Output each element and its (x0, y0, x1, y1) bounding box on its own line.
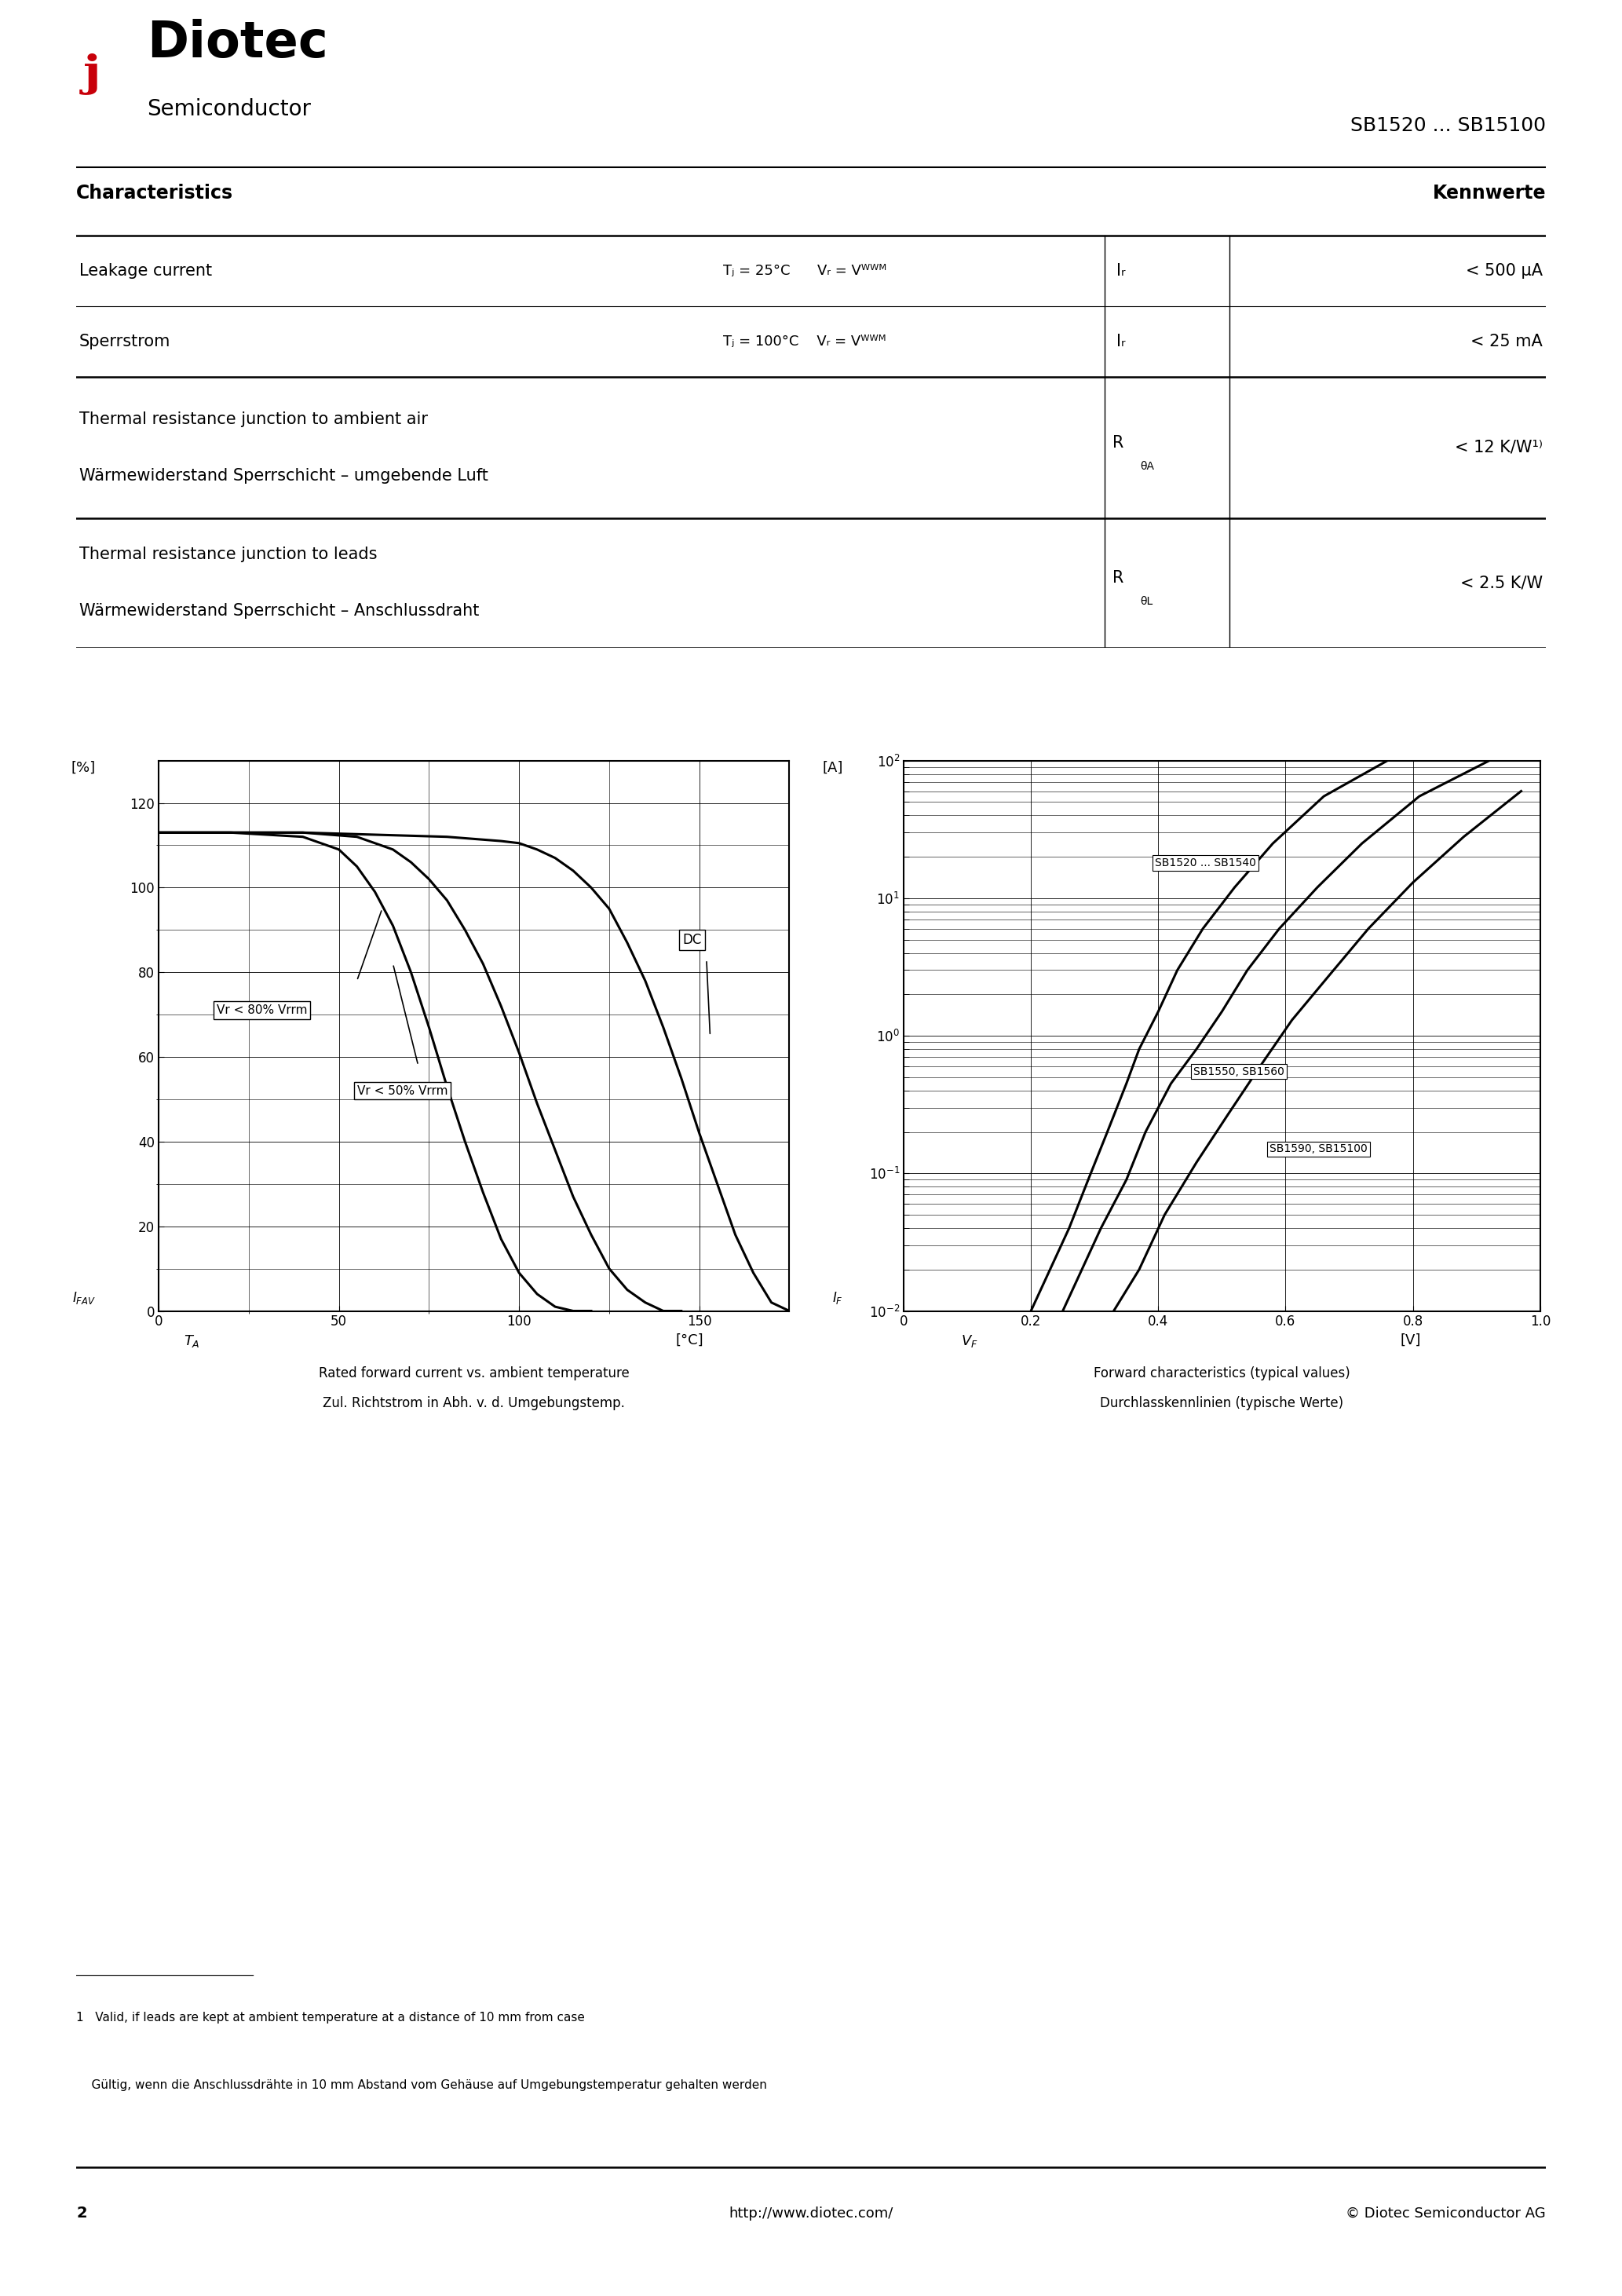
Text: 1   Valid, if leads are kept at ambient temperature at a distance of 10 mm from : 1 Valid, if leads are kept at ambient te… (76, 2011, 586, 2023)
Text: © Diotec Semiconductor AG: © Diotec Semiconductor AG (1346, 2206, 1546, 2220)
Text: Thermal resistance junction to ambient air: Thermal resistance junction to ambient a… (79, 411, 428, 427)
Text: $I_{FAV}$: $I_{FAV}$ (71, 1290, 96, 1306)
Text: Vr < 80% Vrrm: Vr < 80% Vrrm (216, 1003, 307, 1017)
Text: 2: 2 (76, 2206, 88, 2220)
Text: [A]: [A] (822, 760, 843, 774)
Text: Wärmewiderstand Sperrschicht – Anschlussdraht: Wärmewiderstand Sperrschicht – Anschluss… (79, 604, 478, 620)
Text: Tⱼ = 100°C    Vᵣ = Vᵂᵂᴹ: Tⱼ = 100°C Vᵣ = Vᵂᵂᴹ (723, 335, 886, 349)
Text: Gültig, wenn die Anschlussdrähte in 10 mm Abstand vom Gehäuse auf Umgebungstempe: Gültig, wenn die Anschlussdrähte in 10 m… (76, 2080, 767, 2092)
Text: < 500 μA: < 500 μA (1466, 264, 1543, 278)
Text: $T_A$: $T_A$ (183, 1334, 200, 1348)
Text: http://www.diotec.com/: http://www.diotec.com/ (728, 2206, 894, 2220)
Text: Durchlasskennlinien (typische Werte): Durchlasskennlinien (typische Werte) (1100, 1396, 1343, 1410)
Text: Rated forward current vs. ambient temperature: Rated forward current vs. ambient temper… (318, 1366, 629, 1380)
Text: SB1590, SB15100: SB1590, SB15100 (1270, 1143, 1367, 1155)
Text: < 25 mA: < 25 mA (1471, 333, 1543, 349)
Text: DC: DC (683, 932, 702, 946)
Text: [V]: [V] (1400, 1334, 1421, 1348)
Text: Thermal resistance junction to leads: Thermal resistance junction to leads (79, 546, 378, 563)
Text: Diotec: Diotec (146, 18, 328, 67)
Text: ⱼ: ⱼ (76, 25, 101, 101)
Text: [°C]: [°C] (676, 1334, 704, 1348)
Text: Tⱼ = 25°C      Vᵣ = Vᵂᵂᴹ: Tⱼ = 25°C Vᵣ = Vᵂᵂᴹ (723, 264, 886, 278)
Text: Iᵣ: Iᵣ (1116, 333, 1126, 349)
Text: θL: θL (1140, 597, 1153, 606)
Text: [%]: [%] (71, 760, 96, 774)
Text: θA: θA (1140, 461, 1155, 471)
Text: Iᵣ: Iᵣ (1116, 264, 1126, 278)
Text: SB1520 ... SB15100: SB1520 ... SB15100 (1350, 115, 1546, 135)
Text: < 12 K/W¹⁾: < 12 K/W¹⁾ (1455, 439, 1543, 455)
Text: Forward characteristics (typical values): Forward characteristics (typical values) (1093, 1366, 1350, 1380)
Text: Zul. Richtstrom in Abh. v. d. Umgebungstemp.: Zul. Richtstrom in Abh. v. d. Umgebungst… (323, 1396, 624, 1410)
Text: SB1520 ... SB1540: SB1520 ... SB1540 (1155, 859, 1257, 868)
Text: < 2.5 K/W: < 2.5 K/W (1460, 574, 1543, 590)
Text: Vr < 50% Vrrm: Vr < 50% Vrrm (357, 1086, 448, 1097)
Text: SB1550, SB1560: SB1550, SB1560 (1194, 1065, 1285, 1077)
Text: R: R (1113, 569, 1124, 585)
Text: Kennwerte: Kennwerte (1432, 184, 1546, 202)
Text: R: R (1113, 434, 1124, 450)
Text: Leakage current: Leakage current (79, 264, 212, 278)
Text: Sperrstrom: Sperrstrom (79, 333, 170, 349)
Text: Semiconductor: Semiconductor (146, 99, 311, 119)
Text: $V_F$: $V_F$ (960, 1334, 978, 1348)
Text: $I_F$: $I_F$ (832, 1290, 843, 1306)
Text: Wärmewiderstand Sperrschicht – umgebende Luft: Wärmewiderstand Sperrschicht – umgebende… (79, 468, 488, 484)
Text: Characteristics: Characteristics (76, 184, 234, 202)
